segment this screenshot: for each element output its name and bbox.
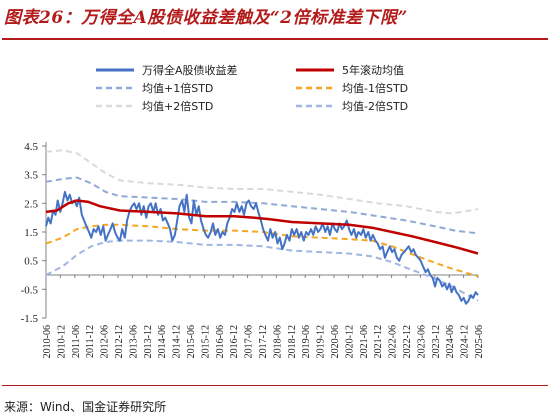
y-tick-label-6: -1.5: [21, 313, 39, 325]
legend-item-plus1: 均值+1倍STD: [96, 80, 213, 96]
y-tick-label-4: 0.5: [24, 256, 38, 268]
chart-legend: 万得全A股债收益差 5年滚动均值 均值+1倍STD 均值-1倍STD 均值+2倍…: [0, 62, 550, 118]
x-tick-label-6: 2013-06: [128, 325, 139, 358]
x-tick-label-13: 2016-12: [229, 325, 240, 358]
legend-swatch-spread: [96, 68, 134, 72]
legend-swatch-plus2: [96, 104, 134, 108]
x-tick-label-25: 2022-12: [402, 325, 413, 358]
x-tick-label-23: 2021-12: [373, 325, 384, 358]
x-tick-label-12: 2016-06: [215, 325, 226, 358]
legend-swatch-minus2: [296, 104, 334, 108]
x-tick-label-20: 2020-06: [330, 325, 341, 358]
x-tick-label-30: 2025-06: [474, 325, 485, 358]
x-tick-label-1: 2010-12: [56, 325, 67, 358]
legend-item-plus2: 均值+2倍STD: [96, 98, 213, 114]
x-tick-label-5: 2012-12: [114, 325, 125, 358]
x-tick-label-0: 2010-06: [42, 325, 53, 358]
x-tick-label-29: 2024-12: [460, 325, 471, 358]
x-tick-label-16: 2018-06: [272, 325, 283, 358]
legend-label-plus1: 均值+1倍STD: [142, 82, 214, 95]
x-tick-label-27: 2023-12: [431, 325, 442, 358]
x-tick-label-28: 2024-06: [445, 325, 456, 358]
x-tick-label-7: 2013-12: [143, 325, 154, 358]
x-tick-label-15: 2017-12: [258, 325, 269, 358]
series-line-rolling-mean: [45, 199, 479, 255]
legend-label-rolling-mean: 5年滚动均值: [342, 64, 404, 77]
series-line-plus1: [45, 176, 479, 235]
x-tick-label-22: 2021-06: [359, 325, 370, 358]
x-tick-label-19: 2019-12: [316, 325, 327, 358]
x-tick-label-3: 2011-12: [85, 325, 96, 358]
legend-label-plus2: 均值+2倍STD: [142, 100, 214, 113]
legend-label-minus2: 均值-2倍STD: [342, 100, 409, 113]
x-tick-label-11: 2015-12: [200, 325, 211, 358]
source-note: 来源：Wind、国金证券研究所: [4, 400, 167, 414]
y-tick-label-3: 1.5: [24, 227, 38, 239]
legend-label-spread: 万得全A股债收益差: [142, 64, 238, 77]
footer-divider: [2, 385, 548, 386]
legend-item-minus2: 均值-2倍STD: [296, 98, 408, 114]
x-tick-label-21: 2020-12: [344, 325, 355, 358]
legend-swatch-rolling-mean: [296, 68, 334, 72]
x-tick-label-9: 2014-12: [172, 325, 183, 358]
legend-item-minus1: 均值-1倍STD: [296, 80, 408, 96]
x-tick-label-10: 2015-06: [186, 325, 197, 358]
y-tick-label-5: -0.5: [21, 284, 39, 296]
x-tick-label-26: 2023-06: [416, 325, 427, 358]
x-tick-label-24: 2022-06: [388, 325, 399, 358]
legend-item-spread: 万得全A股债收益差: [96, 62, 238, 78]
series-line-plus2: [45, 149, 479, 215]
x-tick-label-2: 2011-06: [71, 325, 82, 358]
y-tick-label-1: 3.5: [24, 170, 38, 182]
y-tick-label-2: 2.5: [24, 198, 38, 210]
legend-label-minus1: 均值-1倍STD: [342, 82, 409, 95]
figure-title: 图表26：万得全A股债收益差触及“2倍标准差下限”: [4, 8, 408, 28]
legend-swatch-plus1: [96, 86, 134, 90]
x-tick-label-17: 2018-12: [287, 325, 298, 358]
legend-swatch-minus1: [296, 86, 334, 90]
series-line-minus2: [45, 239, 479, 302]
legend-item-rolling-mean: 5年滚动均值: [296, 62, 404, 78]
x-tick-label-8: 2014-06: [157, 325, 168, 358]
title-divider: [2, 38, 548, 40]
y-tick-label-0: 4.5: [24, 141, 38, 153]
x-tick-label-14: 2017-06: [244, 325, 255, 358]
series-line-spread: [45, 190, 479, 305]
x-tick-label-4: 2012-06: [100, 325, 111, 358]
x-tick-label-18: 2019-06: [301, 325, 312, 358]
